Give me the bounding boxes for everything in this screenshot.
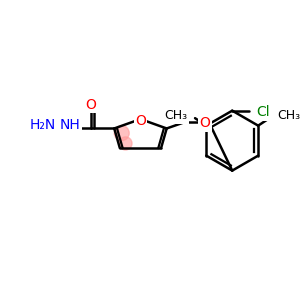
Circle shape [119, 137, 132, 150]
Text: O: O [200, 116, 211, 130]
Text: H₂N: H₂N [30, 118, 56, 132]
Text: CH₃: CH₃ [164, 110, 188, 122]
Circle shape [114, 126, 129, 141]
Text: NH: NH [60, 118, 81, 132]
Text: O: O [135, 114, 146, 128]
Text: CH₃: CH₃ [277, 110, 300, 122]
Text: Cl: Cl [256, 105, 270, 119]
Text: O: O [85, 98, 96, 112]
